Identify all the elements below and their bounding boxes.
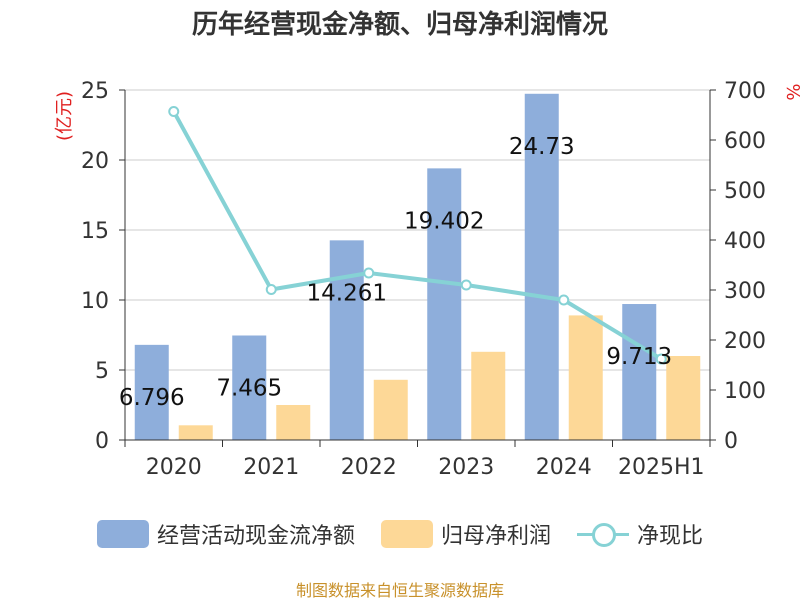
ratio-point [168,106,180,117]
bar-cashflow [134,344,169,440]
bar-cashflow [329,240,364,440]
legend: 经营活动现金流净额 归母净利润 净现比 [0,516,800,552]
legend-swatch-ratio [577,520,629,548]
legend-item-cashflow[interactable]: 经营活动现金流净额 [96,518,355,550]
y-tick-label: 5 [95,359,109,384]
y2-tick-label: 0 [724,429,738,454]
x-tick-label: 2021 [243,455,299,480]
legend-label-ratio: 净现比 [637,524,704,549]
y2-tick-label: 500 [724,179,766,204]
bar-profit [373,379,408,440]
ratio-line [171,110,663,361]
bar-cashflow [622,304,657,440]
bar-cashflow [427,168,462,440]
bar-profit [666,356,701,440]
bar-cashflow [232,335,267,440]
x-tick-label: 2022 [341,455,397,480]
ratio-point [363,267,375,279]
ratio-point [460,279,472,291]
x-tick-label: 2020 [146,455,202,480]
y2-tick-label: 200 [724,329,766,354]
y-tick-label: 15 [81,219,109,244]
legend-item-ratio[interactable]: 净现比 [577,518,703,550]
x-tick-label: 2024 [536,455,592,480]
y2-tick-label: 300 [724,279,766,304]
y2-tick-label: 400 [724,229,766,254]
chart-title: 历年经营现金净额、归母净利润情况 [191,10,608,40]
y-tick-label: 10 [81,289,109,314]
legend-swatch-cashflow [96,520,149,548]
legend-swatch-profit [380,520,433,548]
y2-tick-label: 100 [724,379,766,404]
data-label-cashflow: 19.402 [404,208,484,234]
data-label-cashflow: 14.261 [307,280,387,306]
ratio-point [558,294,570,306]
legend-label-cashflow: 经营活动现金流净额 [156,524,355,549]
bar-profit [471,351,506,440]
y-tick-label: 20 [81,149,109,174]
bar-profit [276,405,311,440]
data-label-cashflow: 9.713 [606,344,672,370]
bar-profit [178,425,213,440]
x-tick-label: 2025H1 [618,455,705,480]
bar-cashflow [524,93,559,440]
data-label-cashflow: 7.465 [216,375,282,401]
source-note: 制图数据来自恒生聚源数据库 [295,581,504,600]
x-tick-label: 2023 [438,455,494,480]
legend-item-profit[interactable]: 归母净利润 [380,518,551,550]
legend-label-profit: 归母净利润 [440,524,551,549]
ratio-point [655,353,667,365]
y-tick-label: 25 [81,79,109,104]
y-axis-label: (亿元) [54,91,75,141]
y2-tick-label: 700 [724,79,766,104]
data-label-cashflow: 24.73 [509,134,575,160]
ratio-point [265,284,277,295]
data-label-cashflow: 6.796 [119,385,185,411]
bar-profit [568,315,603,440]
y2-axis-label: % [782,83,800,100]
y2-tick-label: 600 [724,129,766,154]
y-tick-label: 0 [95,429,109,454]
